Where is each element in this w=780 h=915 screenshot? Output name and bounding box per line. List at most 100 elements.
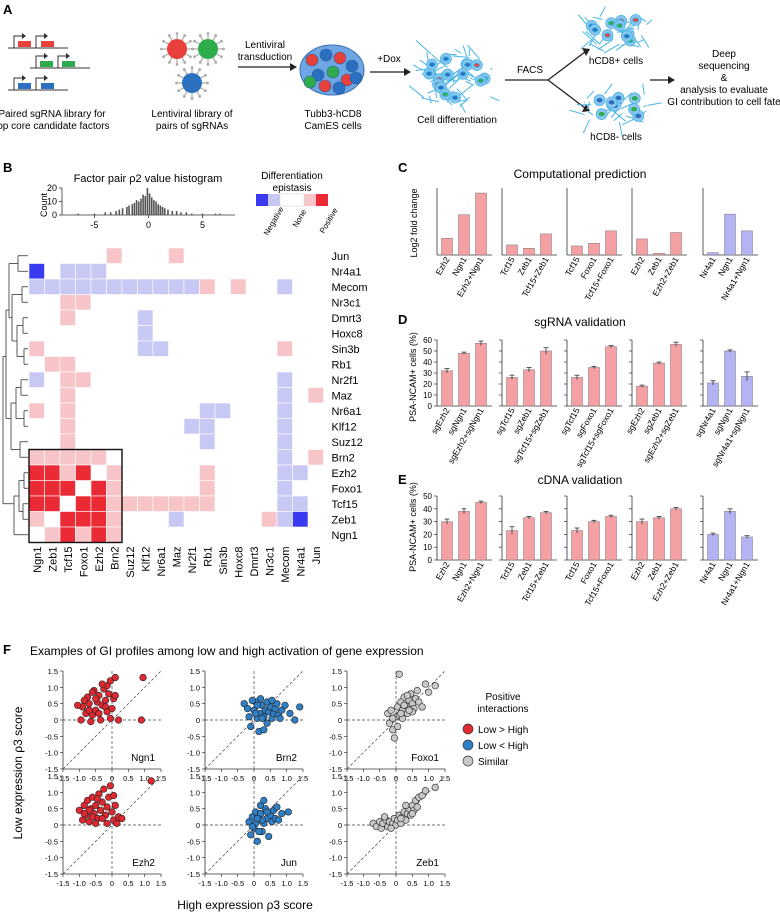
bar bbox=[724, 511, 736, 561]
column-label: Zeb1 bbox=[47, 547, 59, 572]
scatter-plot-ezh2: -1.5-1.5-1.0-1.0-0.5-0.5000.50.51.01.01.… bbox=[45, 772, 166, 888]
heatmap-cell bbox=[168, 247, 185, 264]
bar bbox=[588, 367, 600, 407]
heatmap-cell bbox=[28, 402, 45, 419]
x-tick-label: -1.5 bbox=[199, 879, 212, 888]
heatmap-cell bbox=[137, 278, 154, 295]
row-label: Nr2f1 bbox=[332, 375, 359, 387]
heatmap-cell bbox=[44, 356, 61, 373]
data-point bbox=[92, 695, 100, 703]
heatmap-cell bbox=[199, 433, 216, 450]
data-point bbox=[397, 709, 405, 718]
histogram-bar bbox=[175, 210, 178, 215]
heatmap-cell bbox=[168, 278, 185, 295]
y-tick-label: -0.5 bbox=[187, 732, 200, 741]
heatmap-cell bbox=[59, 387, 76, 404]
bar bbox=[441, 521, 453, 561]
heatmap-cell bbox=[59, 511, 76, 528]
row-label: Maz bbox=[332, 390, 353, 402]
histogram-y-label: Count bbox=[39, 193, 49, 218]
epistasis-color-legend bbox=[256, 193, 328, 207]
arrow-icon bbox=[238, 63, 297, 71]
heatmap-cell bbox=[276, 340, 293, 357]
heatmap-cell bbox=[28, 464, 45, 481]
bar bbox=[441, 238, 453, 256]
y-tick-label: 0 bbox=[428, 556, 433, 565]
data-point bbox=[394, 703, 402, 711]
data-point bbox=[111, 673, 119, 682]
heatmap-cell bbox=[75, 526, 92, 543]
heatmap-cell bbox=[59, 464, 76, 481]
x-tick-label: Tcf15 bbox=[498, 560, 517, 583]
x-tick-label: 1.5 bbox=[298, 879, 308, 888]
histogram-bar bbox=[77, 213, 80, 215]
data-point bbox=[284, 808, 292, 816]
sgrna-library-icon bbox=[8, 33, 90, 91]
data-point bbox=[139, 673, 147, 682]
y-tick-label: 1.0 bbox=[332, 788, 342, 797]
legend-swatch-negative bbox=[268, 194, 280, 206]
bar bbox=[475, 343, 487, 407]
data-point bbox=[98, 680, 106, 688]
sequencing-label-line4: analysis to evaluate bbox=[680, 85, 768, 96]
panel-f-title: Examples of GI profiles among low and hi… bbox=[30, 644, 424, 658]
data-point bbox=[253, 837, 261, 845]
y-tick-label: 50 bbox=[423, 492, 432, 501]
data-point bbox=[291, 716, 299, 724]
data-point bbox=[400, 701, 408, 709]
sequencing-label-line1: Deep bbox=[712, 49, 736, 60]
histogram-bar bbox=[159, 205, 162, 215]
data-point bbox=[389, 726, 397, 734]
panel-e: E cDNA validation PSA-NCAM+ cells (%) 0 1… bbox=[398, 472, 758, 607]
histogram-bar bbox=[104, 212, 107, 215]
y-tick-label: 1.5 bbox=[190, 667, 200, 676]
heatmap-cell bbox=[276, 418, 293, 435]
data-point bbox=[92, 801, 100, 810]
data-point bbox=[92, 819, 100, 827]
data-point bbox=[397, 814, 405, 823]
facs-label: FACS bbox=[517, 65, 543, 76]
data-point bbox=[425, 688, 433, 696]
x-tick-label: 0.5 bbox=[407, 774, 417, 783]
heatmap-cell bbox=[276, 495, 293, 512]
legend-label-none: None bbox=[291, 207, 309, 229]
data-point bbox=[403, 691, 412, 700]
bar bbox=[588, 521, 600, 561]
heatmap-cell bbox=[276, 278, 293, 295]
y-tick-label: -1.0 bbox=[187, 749, 200, 758]
panel-c-y-label: Log2 fold change bbox=[409, 188, 419, 257]
data-point bbox=[245, 818, 253, 826]
column-label: Hoxc8 bbox=[233, 547, 245, 578]
data-point bbox=[260, 726, 268, 734]
heatmap-cell bbox=[106, 278, 123, 295]
legend-label-low-less: Low < High bbox=[478, 741, 528, 752]
histogram-bar bbox=[185, 212, 188, 215]
histogram-bar bbox=[126, 206, 128, 215]
x-tick-label: Nr4a1 bbox=[697, 560, 717, 585]
hcd8-positive-label: hCD8+ cells bbox=[589, 56, 643, 67]
data-point bbox=[74, 701, 82, 709]
x-tick-label: Ezh2 bbox=[628, 255, 646, 277]
heatmap-cell bbox=[59, 526, 76, 543]
heatmap-cell bbox=[292, 495, 309, 512]
bar bbox=[588, 243, 600, 256]
scatter-gene-label: Jun bbox=[281, 858, 297, 869]
x-tick-label: -1.5 bbox=[57, 879, 70, 888]
identity-line bbox=[346, 670, 446, 770]
histogram-bar bbox=[219, 213, 221, 215]
data-point bbox=[263, 719, 271, 727]
column-label: Sin3b bbox=[218, 547, 230, 575]
histogram-bar bbox=[140, 198, 142, 215]
y-tick-label: 1.0 bbox=[48, 683, 58, 692]
data-point bbox=[415, 698, 423, 706]
y-tick-label: 50 bbox=[423, 347, 432, 356]
y-tick-label: -0.5 bbox=[45, 732, 58, 741]
data-point bbox=[263, 808, 271, 816]
data-point bbox=[408, 809, 416, 818]
y-tick-label: 1.5 bbox=[190, 772, 200, 781]
scatter-plot-jun: -1.5-1.5-1.0-1.0-0.5-0.5000.50.51.01.01.… bbox=[187, 772, 308, 888]
sequencing-label-line2: sequencing bbox=[698, 61, 749, 72]
histogram-bar bbox=[137, 201, 140, 215]
